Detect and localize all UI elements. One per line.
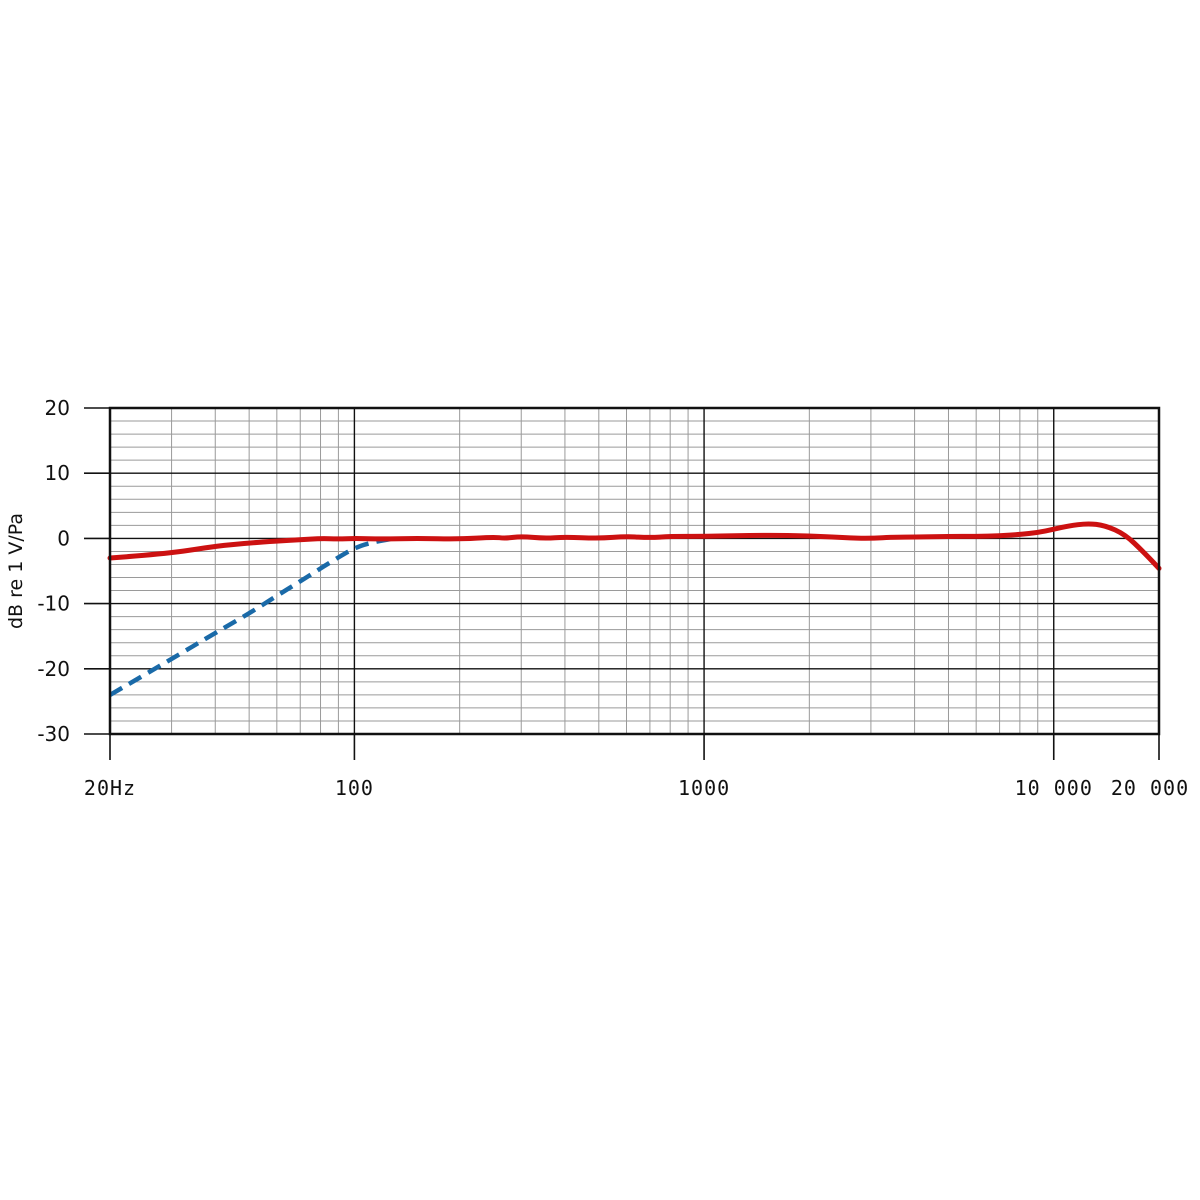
x-tick-label: 10 000 xyxy=(1015,776,1093,800)
series-line-solid xyxy=(107,521,1162,571)
y-tick-label: -20 xyxy=(37,657,70,681)
x-tick-label: 100 xyxy=(335,776,374,800)
y-axis-title: dB re 1 V/Pa xyxy=(5,513,27,629)
major-grid xyxy=(110,407,1159,735)
y-tick-label: 20 xyxy=(45,396,70,420)
y-tick-label: -10 xyxy=(37,592,70,616)
minor-grid xyxy=(109,408,1160,734)
x-tick-label: 20Hz xyxy=(84,776,136,800)
x-tick-label: 1000 xyxy=(678,776,730,800)
axis-ticks xyxy=(84,407,1160,760)
plot-frame xyxy=(108,406,1161,736)
x-tick-label: 20 000 xyxy=(1111,776,1189,800)
series-line-dashed xyxy=(108,536,395,697)
series-layer xyxy=(107,521,1162,697)
y-tick-label: -30 xyxy=(37,722,70,746)
y-tick-label: 10 xyxy=(45,461,70,485)
y-tick-label: 0 xyxy=(57,526,70,550)
